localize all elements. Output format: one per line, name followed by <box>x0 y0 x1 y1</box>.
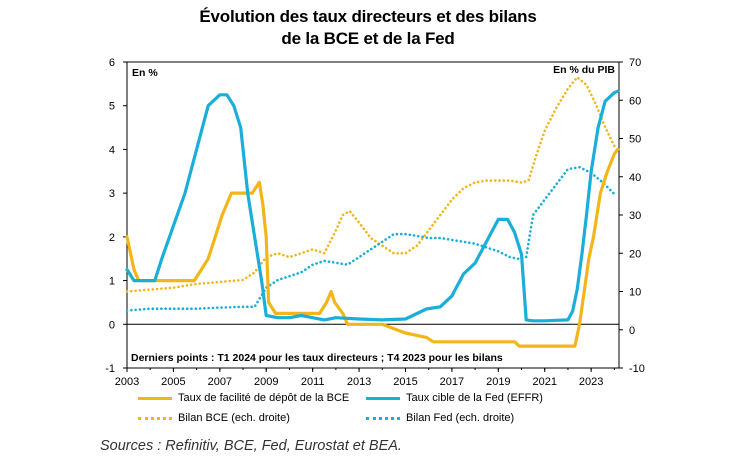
fed-rate-line <box>125 89 620 323</box>
chart-title-line2: de la BCE et de la Fed <box>281 29 455 48</box>
legend-item-fed-rate: Taux cible de la Fed (EFFR) <box>366 392 543 404</box>
y-right-tick-label: -10 <box>629 363 645 375</box>
ecb-balance-sheet-line <box>125 76 616 293</box>
chart-title: Évolution des taux directeurs et des bil… <box>0 6 736 50</box>
axis-ticks: 2003 2005 2007 2009 2011 2013 2015 2017 2019 2021… <box>105 57 645 388</box>
y-left-tick-label: 3 <box>109 188 115 200</box>
legend-label-fed-balance: Bilan Fed (ech. droite) <box>406 412 515 424</box>
x-tick-label: 2003 <box>115 376 139 388</box>
chart-title-line1: Évolution des taux directeurs et des bil… <box>199 7 537 26</box>
y-right-tick-label: 0 <box>629 325 635 337</box>
y-left-tick-label: 0 <box>109 319 115 331</box>
source-note: Sources : Refinitiv, BCE, Fed, Eurostat … <box>100 438 402 454</box>
x-tick-label: 2019 <box>486 376 510 388</box>
y-left-tick-label: 2 <box>109 232 115 244</box>
x-tick-label: 2009 <box>254 376 278 388</box>
x-tick-label: 2015 <box>393 376 417 388</box>
y-left-tick-label: 5 <box>109 101 115 113</box>
y-right-tick-label: 40 <box>629 172 641 184</box>
y-left-tick-label: 6 <box>109 57 115 69</box>
last-points-annotation: Derniers points : T1 2024 pour les taux … <box>131 352 503 364</box>
y-right-tick-label: 30 <box>629 210 641 222</box>
legend-item-fed-balance: Bilan Fed (ech. droite) <box>366 412 514 424</box>
legend-label-ecb-rate: Taux de facilité de dépôt de la BCE <box>178 392 350 404</box>
legend-label-ecb-balance: Bilan BCE (ech. droite) <box>178 412 290 424</box>
series-layer <box>125 76 620 348</box>
legend-label-fed-rate: Taux cible de la Fed (EFFR) <box>406 392 543 404</box>
y-right-tick-label: 50 <box>629 134 641 146</box>
x-tick-label: 2021 <box>532 376 556 388</box>
y-left-tick-label: -1 <box>105 363 115 375</box>
legend-item-ecb-balance: Bilan BCE (ech. droite) <box>138 412 290 424</box>
x-tick-label: 2023 <box>579 376 603 388</box>
legend-swatch-fed-balance <box>366 416 400 420</box>
legend-item-ecb-rate: Taux de facilité de dépôt de la BCE <box>138 392 349 404</box>
y-left-unit-label: En % <box>132 67 158 79</box>
x-tick-label: 2013 <box>347 376 371 388</box>
x-tick-label: 2017 <box>440 376 464 388</box>
ecb-deposit-rate-line <box>125 147 620 348</box>
fed-balance-sheet-line <box>125 165 616 312</box>
chart-legend: Taux de facilité de dépôt de la BCE Taux… <box>138 392 598 432</box>
x-tick-label: 2011 <box>301 376 325 388</box>
y-right-tick-label: 60 <box>629 95 641 107</box>
y-left-tick-label: 1 <box>109 276 115 288</box>
legend-swatch-fed-rate <box>366 396 400 400</box>
y-right-tick-label: 20 <box>629 248 641 260</box>
y-right-unit-label: En % du PIB <box>553 64 615 76</box>
legend-swatch-ecb-balance <box>138 416 172 420</box>
y-right-tick-label: 70 <box>629 57 641 69</box>
x-tick-label: 2005 <box>161 376 185 388</box>
x-tick-label: 2007 <box>208 376 232 388</box>
y-right-tick-label: 10 <box>629 287 641 299</box>
y-left-tick-label: 4 <box>109 144 115 156</box>
legend-swatch-ecb-rate <box>138 396 172 400</box>
